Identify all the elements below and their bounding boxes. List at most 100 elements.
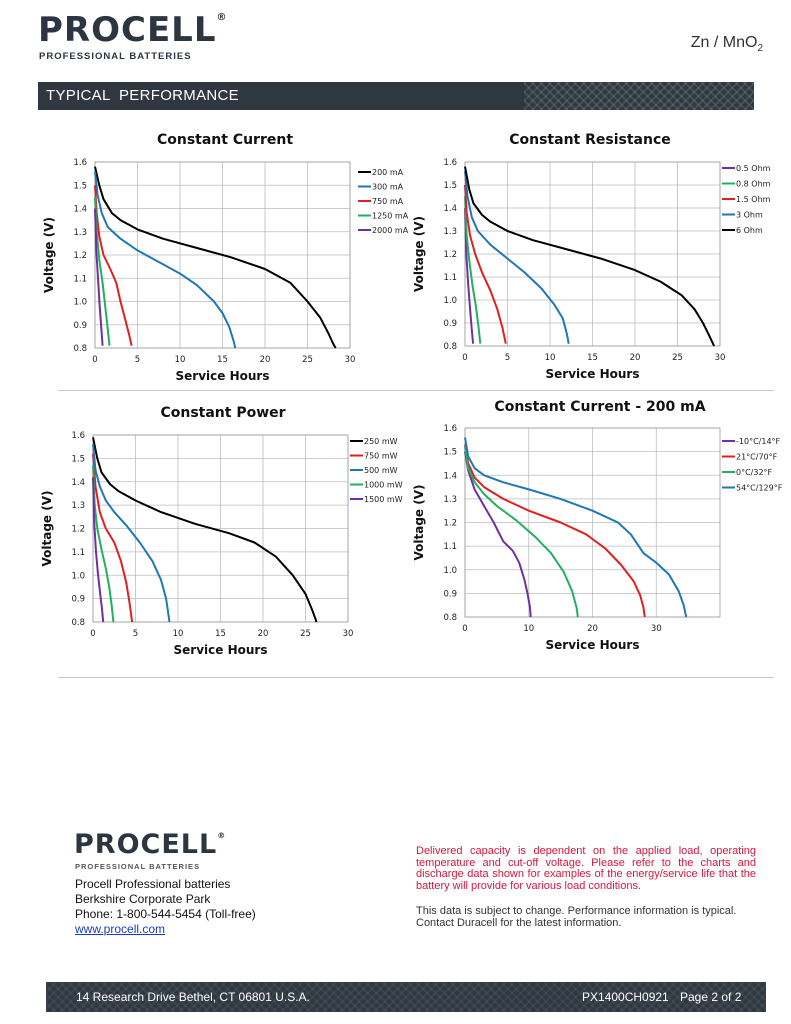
chart-title-3: Constant Power xyxy=(160,405,286,421)
footer-band: 14 Research Drive Bethel, CT 06801 U.S.A… xyxy=(46,982,766,1012)
legend-label: 0°C/32°F xyxy=(736,468,773,477)
chart-temperature: 0.8 0.9 1.0 1.1 1.2 1.3 1.4 1.5 1.6 0 10 20 30 Servic… xyxy=(412,424,783,652)
y-tick-label: 1.0 xyxy=(443,566,457,576)
legend-label: 21°C/70°F xyxy=(736,453,778,462)
plot-frame xyxy=(464,427,721,618)
plot-frame xyxy=(92,434,349,623)
series-line xyxy=(92,437,318,623)
legend-label: 1250 mA xyxy=(372,212,409,221)
y-tick-label: 1.4 xyxy=(73,205,87,215)
footer-band-pattern xyxy=(46,982,766,1012)
brand-name: PROCELL xyxy=(38,10,217,50)
x-tick-label: 25 xyxy=(300,629,311,639)
y-tick-label: 0.8 xyxy=(71,618,85,628)
legend-label: 2000 mA xyxy=(372,226,409,235)
series-line xyxy=(464,166,716,347)
y-tick-label: 0.9 xyxy=(71,595,85,605)
legend-label: 54°C/129°F xyxy=(736,484,783,493)
series-line xyxy=(94,208,104,346)
legend-label: 500 mW xyxy=(364,466,398,475)
footer-tagline: PROFESSIONAL BATTERIES xyxy=(75,862,201,871)
divider-2 xyxy=(58,677,774,678)
y-tick-label: 1.5 xyxy=(71,454,85,464)
series-line xyxy=(464,184,507,344)
y-tick-label: 0.9 xyxy=(73,321,87,331)
x-tick-label: 30 xyxy=(343,629,354,639)
y-tick-label: 1.3 xyxy=(71,501,85,511)
brand-logo: PROCELL® xyxy=(38,10,228,50)
phone-line: Phone: 1-800-544-5454 (Toll-free) xyxy=(75,907,256,921)
x-axis-label: Service Hours xyxy=(176,369,270,383)
y-tick-label: 0.8 xyxy=(443,342,457,352)
y-axis-label: Voltage (V) xyxy=(412,485,426,561)
y-tick-label: 1.3 xyxy=(73,228,87,238)
y-axis-label: Voltage (V) xyxy=(42,217,56,293)
y-tick-label: 1.4 xyxy=(443,471,457,481)
x-axis-label: Service Hours xyxy=(546,638,640,652)
x-tick-label: 0 xyxy=(462,624,467,634)
legend-label: 300 mA xyxy=(372,183,404,192)
y-tick-label: 1.5 xyxy=(73,181,87,191)
y-tick-label: 1.6 xyxy=(71,431,85,441)
y-tick-label: 0.9 xyxy=(443,319,457,329)
series-line xyxy=(464,207,475,344)
plot-frame xyxy=(464,161,721,347)
series-line xyxy=(92,444,171,623)
y-tick-label: 1.2 xyxy=(443,250,457,260)
legend-label: 1.5 Ohm xyxy=(736,195,771,204)
y-axis-label: Voltage (V) xyxy=(40,491,54,567)
x-tick-label: 5 xyxy=(505,353,510,363)
x-tick-label: 25 xyxy=(302,355,313,365)
disclaimer-note: This data is subject to change. Performa… xyxy=(416,905,737,929)
x-tick-label: 10 xyxy=(173,629,184,639)
series-line xyxy=(464,196,482,344)
address-line-1: Procell Professional batteries xyxy=(75,877,231,891)
page-number: Page 2 of 2 xyxy=(680,990,742,1004)
band-pattern xyxy=(524,82,754,110)
x-tick-label: 0 xyxy=(90,629,95,639)
legend-label: 0.5 Ohm xyxy=(736,164,771,173)
series-line xyxy=(464,171,570,344)
y-tick-label: 1.4 xyxy=(71,478,85,488)
legend-label: 1000 mW xyxy=(364,481,403,490)
legend-label: 750 mW xyxy=(364,452,398,461)
series-line xyxy=(464,451,532,618)
document-code: PX1400CH0921 xyxy=(582,990,669,1004)
x-tick-label: 20 xyxy=(258,629,269,639)
registered-mark: ® xyxy=(216,12,228,23)
y-tick-label: 0.9 xyxy=(443,589,457,599)
x-tick-label: 10 xyxy=(175,355,186,365)
website-link[interactable]: www.procell.com xyxy=(75,922,166,936)
x-tick-label: 15 xyxy=(217,355,228,365)
series-line xyxy=(92,453,134,623)
legend-label: 3 Ohm xyxy=(736,211,763,220)
contact-block: Procell Professional batteries Berkshire… xyxy=(75,877,335,937)
street-address: 14 Research Drive Bethel, CT 06801 U.S.A… xyxy=(76,990,310,1004)
legend-label: 750 mA xyxy=(372,197,404,206)
y-tick-label: 1.2 xyxy=(443,519,457,529)
address-line-2: Berkshire Corporate Park xyxy=(75,892,211,906)
x-tick-label: 15 xyxy=(587,353,598,363)
x-tick-label: 10 xyxy=(545,353,556,363)
series-line xyxy=(464,446,579,618)
series-line xyxy=(464,437,688,618)
legend-label: 200 mA xyxy=(372,168,404,177)
chart-title-1: Constant Current xyxy=(156,132,294,148)
x-tick-label: 30 xyxy=(715,353,726,363)
series-line xyxy=(92,465,115,623)
x-tick-label: 30 xyxy=(651,624,662,634)
x-tick-label: 5 xyxy=(133,629,138,639)
x-axis-label: Service Hours xyxy=(174,643,268,657)
x-tick-label: 25 xyxy=(672,353,683,363)
legend-label: -10°C/14°F xyxy=(736,437,781,446)
y-tick-label: 1.2 xyxy=(71,525,85,535)
y-tick-label: 1.1 xyxy=(443,542,457,552)
legend-label: 250 mW xyxy=(364,437,398,446)
chart-constant-current: 0.8 0.9 1.0 1.1 1.2 1.3 1.4 1.5 1.6 0 5 10 15 20 25 30 S… xyxy=(42,158,409,383)
y-tick-label: 1.6 xyxy=(443,158,457,168)
capacity-note: Delivered capacity is dependent on the a… xyxy=(416,845,756,892)
x-tick-label: 30 xyxy=(345,355,356,365)
series-line xyxy=(92,477,105,623)
chemistry-subscript: 2 xyxy=(757,43,763,55)
series-line xyxy=(94,166,337,349)
